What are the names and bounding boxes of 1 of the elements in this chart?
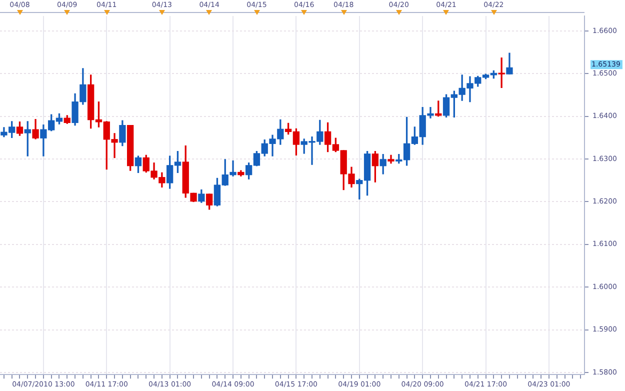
candlestick xyxy=(498,58,505,88)
